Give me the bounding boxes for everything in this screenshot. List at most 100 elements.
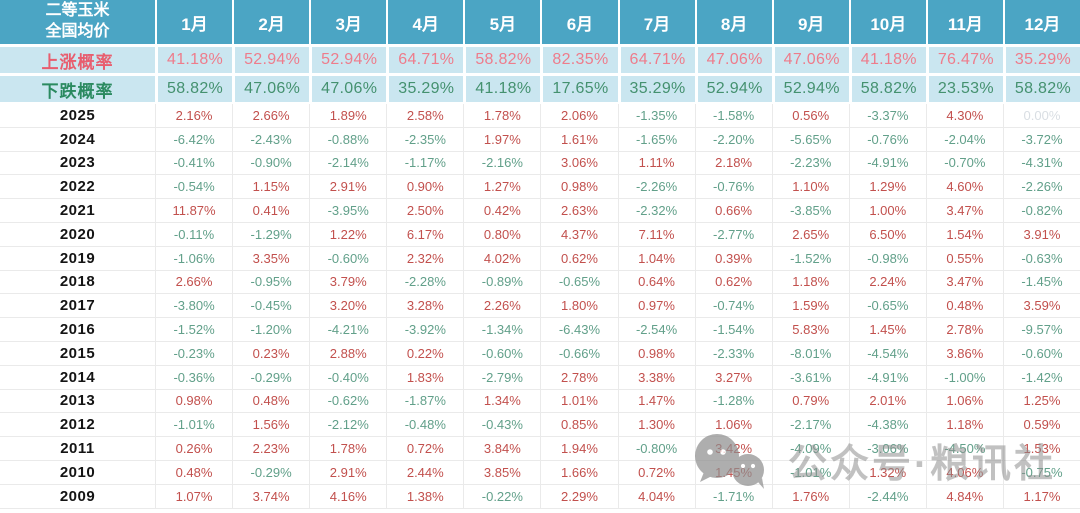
year-label: 2013: [0, 389, 155, 414]
value-cell: -0.66%: [540, 341, 618, 366]
value-cell: -4.09%: [771, 437, 849, 461]
value-cell: 2.91%: [309, 460, 387, 485]
value-cell: 0.98%: [540, 175, 618, 200]
value-cell: 1.25%: [1002, 389, 1080, 414]
value-cell: 0.42%: [463, 199, 541, 223]
value-cell: -1.65%: [617, 127, 695, 152]
value-cell: -2.79%: [463, 365, 541, 390]
value-cell: -1.06%: [155, 246, 233, 271]
value-cell: -2.26%: [1002, 175, 1080, 200]
value-cell: -1.29%: [232, 222, 310, 247]
rise-prob-cell: 58.82%: [463, 47, 541, 73]
value-cell: 3.59%: [1002, 294, 1080, 319]
value-cell: 3.84%: [463, 437, 541, 461]
fall-prob-cell: 35.29%: [617, 76, 695, 102]
fall-prob-cell: 41.18%: [463, 76, 541, 102]
value-cell: 0.98%: [155, 389, 233, 414]
value-cell: 4.30%: [925, 104, 1003, 128]
rise-prob-cell: 52.94%: [232, 47, 310, 73]
value-cell: -2.23%: [771, 151, 849, 176]
month-header-cell: 11月: [925, 0, 1003, 44]
value-cell: -1.01%: [155, 413, 233, 438]
month-header-cell: 6月: [540, 0, 618, 44]
value-cell: -1.00%: [925, 365, 1003, 390]
value-cell: 3.79%: [309, 270, 387, 295]
year-label: 2010: [0, 460, 155, 485]
value-cell: 0.80%: [463, 222, 541, 247]
month-header-cell: 5月: [463, 0, 541, 44]
value-cell: -0.62%: [309, 389, 387, 414]
value-cell: 4.84%: [925, 484, 1003, 509]
value-cell: 1.80%: [540, 294, 618, 319]
value-cell: -5.65%: [771, 127, 849, 152]
year-row-2025: 2025 2.16% 2.66% 1.89% 2.58% 1.78% 2.06% -1.35%…: [0, 104, 1080, 128]
year-row-2009: 2009 1.07% 3.74% 4.16% 1.38% -0.22% 2.29% 4.04%…: [0, 484, 1080, 509]
value-cell: -1.58%: [694, 104, 772, 128]
value-cell: 1.00%: [848, 199, 926, 223]
value-cell: -1.52%: [155, 318, 233, 342]
value-cell: -0.89%: [463, 270, 541, 295]
value-cell: 2.06%: [540, 104, 618, 128]
month-header-cell: 7月: [617, 0, 695, 44]
year-label: 2011: [0, 437, 155, 461]
month-header-cell: 9月: [771, 0, 849, 44]
value-cell: -3.37%: [848, 104, 926, 128]
value-cell: -1.52%: [771, 246, 849, 271]
month-header-cell: 10月: [848, 0, 926, 44]
value-cell: 1.10%: [771, 175, 849, 200]
value-cell: 1.29%: [848, 175, 926, 200]
value-cell: -0.82%: [1002, 199, 1080, 223]
value-cell: -3.61%: [771, 365, 849, 390]
value-cell: 1.83%: [386, 365, 464, 390]
year-label: 2023: [0, 151, 155, 176]
value-cell: -2.16%: [463, 151, 541, 176]
value-cell: -4.21%: [309, 318, 387, 342]
value-cell: -0.76%: [848, 127, 926, 152]
value-cell: -2.32%: [617, 199, 695, 223]
value-cell: -2.54%: [617, 318, 695, 342]
value-cell: 0.72%: [386, 437, 464, 461]
value-cell: -0.75%: [1002, 460, 1080, 485]
rise-probability-label: 上涨概率: [0, 47, 155, 73]
value-cell: 4.04%: [617, 484, 695, 509]
value-cell: -1.87%: [386, 389, 464, 414]
month-header-cell: 1月: [155, 0, 233, 44]
value-cell: -0.95%: [232, 270, 310, 295]
value-cell: -2.26%: [617, 175, 695, 200]
value-cell: 1.59%: [771, 294, 849, 319]
fall-prob-cell: 58.82%: [155, 76, 233, 102]
value-cell: 3.85%: [463, 460, 541, 485]
value-cell: 11.87%: [155, 199, 233, 223]
value-cell: -2.04%: [925, 127, 1003, 152]
value-cell: -0.11%: [155, 222, 233, 247]
value-cell: 6.50%: [848, 222, 926, 247]
value-cell: 0.62%: [540, 246, 618, 271]
value-cell: 3.42%: [694, 437, 772, 461]
value-cell: 0.79%: [771, 389, 849, 414]
value-cell: 0.48%: [232, 389, 310, 414]
value-cell: 2.66%: [155, 270, 233, 295]
value-cell: 1.34%: [463, 389, 541, 414]
value-cell: 0.48%: [925, 294, 1003, 319]
year-row-2011: 2011 0.26% 2.23% 1.78% 0.72% 3.84% 1.94% -0.80%…: [0, 437, 1080, 461]
value-cell: -2.35%: [386, 127, 464, 152]
value-cell: 0.22%: [386, 341, 464, 366]
value-cell: -0.54%: [155, 175, 233, 200]
value-cell: 1.94%: [540, 437, 618, 461]
value-cell: 1.97%: [463, 127, 541, 152]
value-cell: 2.29%: [540, 484, 618, 509]
value-cell: 1.56%: [232, 413, 310, 438]
value-cell: -0.65%: [848, 294, 926, 319]
value-cell: -0.60%: [1002, 341, 1080, 366]
fall-prob-cell: 23.53%: [925, 76, 1003, 102]
value-cell: -2.17%: [771, 413, 849, 438]
value-cell: -0.40%: [309, 365, 387, 390]
year-label: 2019: [0, 246, 155, 271]
fall-probability-row: 下跌概率 58.82% 47.06% 47.06% 35.29% 41.18% 17.65…: [0, 76, 1080, 102]
value-cell: 2.65%: [771, 222, 849, 247]
rise-prob-cell: 35.29%: [1002, 47, 1080, 73]
value-cell: 0.00%: [1002, 104, 1080, 128]
value-cell: 1.11%: [617, 151, 695, 176]
rise-prob-cell: 64.71%: [617, 47, 695, 73]
value-cell: -4.91%: [848, 365, 926, 390]
